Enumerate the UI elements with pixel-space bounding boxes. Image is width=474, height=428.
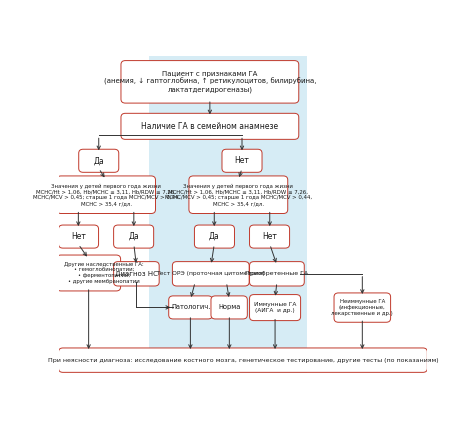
FancyBboxPatch shape [79,149,119,172]
Text: Патологич.: Патологич. [171,304,210,310]
FancyBboxPatch shape [211,296,247,319]
Text: Значения у детей первого года жизни
MCHC/Ht > 1,06, Hb/MCHC ≤ 3,11, Hb/RDW ≤ 7,2: Значения у детей первого года жизни MCHC… [33,184,180,206]
Text: Диагноз НС: Диагноз НС [115,271,158,277]
Text: Пациент с признаками ГА
(анемия, ↓ гаптоглобина, ↑ ретикулоцитов, билирубина,
ла: Пациент с признаками ГА (анемия, ↓ гапто… [104,71,316,93]
FancyBboxPatch shape [173,262,249,286]
FancyBboxPatch shape [121,113,299,140]
FancyBboxPatch shape [189,176,288,214]
FancyBboxPatch shape [114,262,159,286]
FancyBboxPatch shape [334,293,391,322]
FancyBboxPatch shape [149,56,307,373]
Text: Иммунные ГА
(АИГА  и др.): Иммунные ГА (АИГА и др.) [254,302,296,313]
Text: Нет: Нет [262,232,277,241]
Text: Да: Да [128,232,139,241]
Text: Значения у детей первого года жизни
MCHC/Ht > 1,06, Hb/MCHC ≤ 3,11, Hb/RDW ≤ 7,2: Значения у детей первого года жизни MCHC… [165,184,312,206]
FancyBboxPatch shape [222,149,262,172]
Text: Другие наследственные ГА:
• гемоглобинопатии;
• ферментопатии;
• другие мембрано: Другие наследственные ГА: • гемоглобиноп… [64,262,144,284]
FancyBboxPatch shape [194,225,235,248]
FancyBboxPatch shape [57,176,155,214]
FancyBboxPatch shape [58,348,428,372]
Text: Да: Да [209,232,220,241]
FancyBboxPatch shape [121,61,299,103]
FancyBboxPatch shape [57,255,120,291]
Text: При неясности диагноза: исследование костного мозга, генетическое тестирование, : При неясности диагноза: исследование кос… [47,358,438,363]
Text: Нет: Нет [71,232,86,241]
FancyBboxPatch shape [249,294,301,321]
Text: Неиммунные ГА
(инфекционные,
лекарственные и др.): Неиммунные ГА (инфекционные, лекарственн… [331,299,393,316]
Text: Да: Да [93,156,104,165]
FancyBboxPatch shape [58,225,99,248]
FancyBboxPatch shape [249,262,304,286]
Text: Норма: Норма [218,304,240,310]
Text: Наличие ГА в семейном анамнезе: Наличие ГА в семейном анамнезе [141,122,278,131]
FancyBboxPatch shape [169,296,212,319]
Text: Тест ОРЭ (проточная цитометрия): Тест ОРЭ (проточная цитометрия) [156,271,265,276]
Text: Приобретенные ГА: Приобретенные ГА [246,271,309,276]
FancyBboxPatch shape [114,225,154,248]
FancyBboxPatch shape [249,225,290,248]
Text: Нет: Нет [235,156,249,165]
